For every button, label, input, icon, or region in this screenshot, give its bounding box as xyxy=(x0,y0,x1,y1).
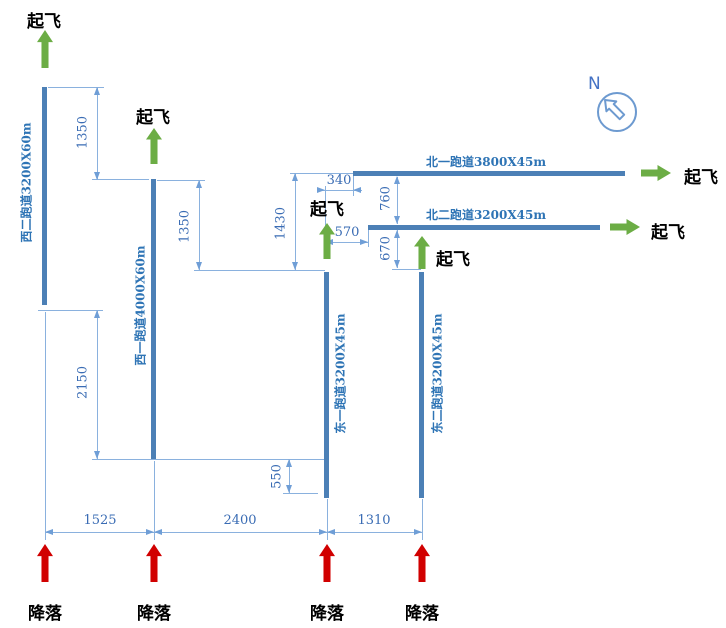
takeoff-arrow-north2 xyxy=(610,219,640,235)
runway-west2-label: 西二跑道3200X60m xyxy=(19,122,34,243)
dimension-label: 760 xyxy=(378,186,394,211)
dimension-extension-line xyxy=(154,461,155,540)
dimension-arrow xyxy=(414,529,422,535)
dimension-arrow xyxy=(360,239,368,245)
dimension-line xyxy=(97,88,98,180)
runway-north1-bar xyxy=(353,171,625,176)
dimension-arrow xyxy=(394,216,400,224)
runway-north2-bar xyxy=(368,225,600,230)
dimension-line xyxy=(317,190,362,191)
dimension-label: 2150 xyxy=(75,365,91,400)
dimension-extension-line xyxy=(45,312,46,540)
dimension-extension-line xyxy=(38,310,103,311)
runway-east1-label: 东一跑道3200X45m xyxy=(333,313,348,434)
takeoff-label: 起飞 xyxy=(310,200,344,220)
takeoff-arrow-east2 xyxy=(414,236,430,269)
takeoff-arrow-west2 xyxy=(37,30,53,68)
takeoff-label: 起飞 xyxy=(436,250,470,270)
dimension-line xyxy=(97,311,98,459)
dimension-arrow xyxy=(154,529,162,535)
dimension-label: 1525 xyxy=(83,513,117,528)
landing-arrow-east2 xyxy=(414,544,430,582)
dimension-line xyxy=(295,174,296,270)
dimension-extension-line xyxy=(392,269,421,270)
dimension-arrow xyxy=(94,451,100,459)
dimension-arrow xyxy=(94,310,100,318)
runway-west2-bar xyxy=(42,87,47,305)
takeoff-arrow-north1 xyxy=(641,165,671,181)
dimension-label: 570 xyxy=(334,225,360,240)
dimension-arrow xyxy=(327,529,335,535)
dimension-extension-line xyxy=(194,270,325,271)
dimension-extension-line xyxy=(422,499,423,540)
dimension-extension-line xyxy=(92,179,149,180)
takeoff-label: 起飞 xyxy=(651,223,685,243)
landing-arrow-east1 xyxy=(319,544,335,582)
dimension-arrow xyxy=(196,262,202,270)
dimension-label: 1430 xyxy=(273,206,289,241)
runway-east2-bar xyxy=(419,272,424,498)
runway-east1-bar xyxy=(324,272,329,498)
dimension-arrow xyxy=(394,176,400,184)
dimension-arrow xyxy=(394,260,400,268)
dimension-arrow xyxy=(94,172,100,180)
landing-arrow-west2 xyxy=(37,544,53,582)
dimension-label: 550 xyxy=(269,464,285,489)
dimension-line xyxy=(199,181,200,270)
dimension-arrow xyxy=(45,529,53,535)
landing-label: 降落 xyxy=(310,604,344,624)
dimension-arrow xyxy=(394,230,400,238)
dimension-extension-line xyxy=(48,87,104,88)
dimension-line xyxy=(397,177,398,224)
dimension-line xyxy=(397,230,398,268)
north-label: N xyxy=(588,74,601,94)
dimension-arrow xyxy=(286,485,292,493)
dimension-label: 2400 xyxy=(223,513,257,528)
dimension-arrow xyxy=(292,173,298,181)
runway-west1-bar xyxy=(151,179,156,459)
dimension-arrow xyxy=(196,180,202,188)
runway-east2-label: 东二跑道3200X45m xyxy=(430,313,445,434)
dimension-label: 670 xyxy=(378,236,394,261)
dimension-arrow xyxy=(94,87,100,95)
takeoff-label: 起飞 xyxy=(684,168,718,188)
dimension-label: 1350 xyxy=(177,209,193,244)
landing-label: 降落 xyxy=(28,604,62,624)
landing-arrow-west1 xyxy=(146,544,162,582)
dimension-arrow xyxy=(286,459,292,467)
landing-label: 降落 xyxy=(137,604,171,624)
takeoff-label: 起飞 xyxy=(136,108,170,128)
dimension-arrow xyxy=(317,187,325,193)
dimension-arrow xyxy=(319,529,327,535)
dimension-extension-line xyxy=(325,186,326,242)
dimension-extension-line xyxy=(283,493,318,494)
dimension-extension-line xyxy=(368,229,369,247)
landing-label: 降落 xyxy=(405,604,439,624)
dimension-arrow xyxy=(146,529,154,535)
compass-icon xyxy=(597,92,637,132)
dimension-line xyxy=(325,242,368,243)
dimension-extension-line xyxy=(157,180,205,181)
dimension-extension-line xyxy=(327,499,328,540)
dimension-arrow xyxy=(353,187,361,193)
takeoff-label: 起飞 xyxy=(27,12,61,32)
runway-west1-label: 西一跑道4000X60m xyxy=(133,245,148,366)
dimension-line xyxy=(289,460,290,493)
dimension-line xyxy=(45,532,422,533)
dimension-arrow xyxy=(292,262,298,270)
dimension-label: 1350 xyxy=(75,115,91,150)
dimension-extension-line xyxy=(290,173,353,174)
runway-north2-label: 北二跑道3200X45m xyxy=(425,208,547,222)
dimension-extension-line xyxy=(92,459,326,460)
dimension-label: 1310 xyxy=(357,513,391,528)
dimension-label: 340 xyxy=(326,173,352,188)
runway-north1-label: 北一跑道3800X45m xyxy=(425,155,547,169)
takeoff-arrow-west1 xyxy=(146,128,162,164)
dimension-extension-line xyxy=(353,173,354,196)
